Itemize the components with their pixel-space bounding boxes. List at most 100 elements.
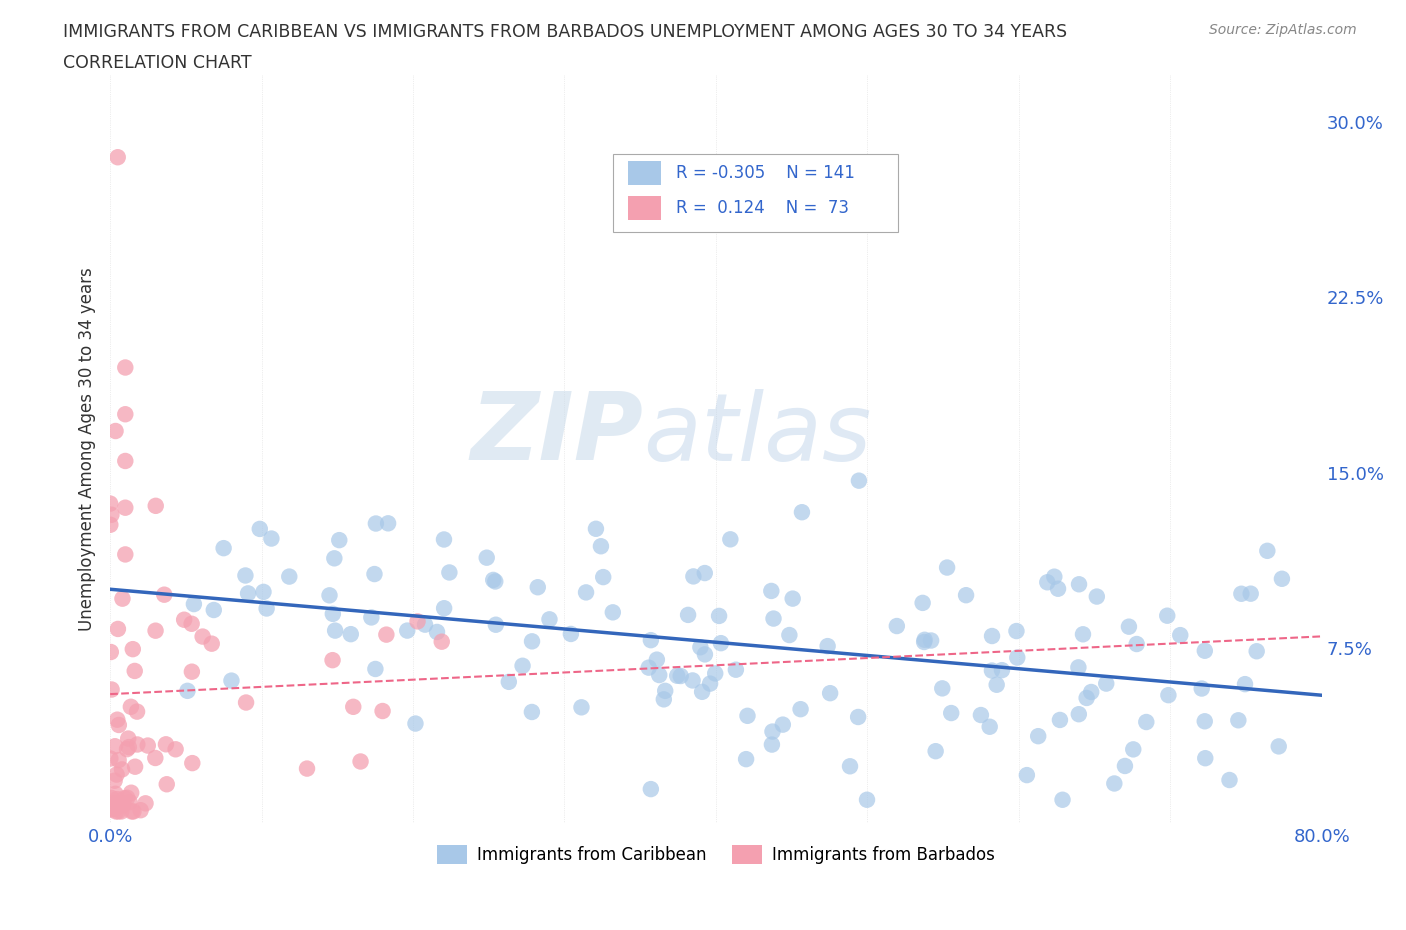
Point [339, 627, 361, 642]
Point [704, 666, 727, 681]
Point [520, 634, 543, 649]
Point [652, 692, 675, 707]
Point [955, 588, 977, 603]
Point [100, 508, 122, 523]
Point [592, 570, 614, 585]
Point [585, 522, 607, 537]
Point [637, 660, 659, 675]
Point [485, 618, 508, 632]
FancyBboxPatch shape [627, 162, 661, 185]
Point [1015, 767, 1038, 782]
Point [1007, 650, 1029, 665]
Point [1067, 660, 1090, 675]
Point [1156, 608, 1178, 623]
Point [818, 685, 841, 700]
Point [122, 804, 145, 819]
Point [648, 668, 671, 683]
Point [1076, 690, 1098, 705]
Point [124, 759, 146, 774]
Point [669, 669, 692, 684]
Point [1095, 676, 1118, 691]
Point [981, 629, 1004, 644]
Point [1036, 575, 1059, 590]
Point [1067, 707, 1090, 722]
Point [1227, 712, 1250, 727]
Point [124, 663, 146, 678]
Point [107, 752, 129, 767]
Point [108, 718, 131, 733]
Point [817, 639, 839, 654]
Point [693, 647, 716, 662]
Point [201, 636, 224, 651]
Point [371, 704, 394, 719]
Point [136, 738, 159, 753]
Point [941, 706, 963, 721]
Text: IMMIGRANTS FROM CARIBBEAN VS IMMIGRANTS FROM BARBADOS UNEMPLOYMENT AMONG AGES 30: IMMIGRANTS FROM CARIBBEAN VS IMMIGRANTS … [63, 23, 1067, 41]
Point [145, 498, 167, 513]
Point [260, 531, 283, 546]
Point [1240, 586, 1263, 601]
Point [107, 804, 129, 819]
Point [413, 618, 436, 632]
Point [914, 632, 936, 647]
Point [120, 785, 142, 800]
Text: atlas: atlas [644, 389, 872, 480]
Point [682, 673, 704, 688]
Point [202, 603, 225, 618]
Point [1230, 586, 1253, 601]
Point [104, 423, 127, 438]
Point [115, 790, 138, 805]
FancyBboxPatch shape [613, 154, 897, 232]
Point [118, 794, 141, 809]
Point [98, 517, 121, 532]
Point [789, 702, 811, 717]
Point [112, 798, 135, 813]
Point [689, 640, 711, 655]
Point [104, 802, 127, 817]
Point [100, 801, 122, 816]
Point [100, 682, 122, 697]
Point [104, 738, 127, 753]
Point [761, 737, 783, 752]
Point [526, 579, 548, 594]
Point [1246, 644, 1268, 658]
Point [426, 625, 449, 640]
Point [377, 516, 399, 531]
Point [107, 621, 129, 636]
Point [1194, 714, 1216, 729]
Y-axis label: Unemployment Among Ages 30 to 34 years: Unemployment Among Ages 30 to 34 years [79, 268, 96, 631]
Point [924, 744, 946, 759]
Text: ZIP: ZIP [471, 389, 644, 480]
Point [1256, 543, 1278, 558]
Point [105, 767, 128, 782]
Point [129, 803, 152, 817]
Point [1005, 624, 1028, 639]
Point [100, 644, 122, 659]
Point [512, 658, 534, 673]
Point [364, 516, 387, 531]
Point [1067, 577, 1090, 591]
Point [571, 700, 593, 715]
Point [886, 618, 908, 633]
Point [111, 762, 134, 777]
Point [349, 754, 371, 769]
Point [931, 681, 953, 696]
Point [404, 716, 426, 731]
Point [1194, 751, 1216, 765]
Point [640, 632, 662, 647]
Point [406, 614, 429, 629]
Point [115, 742, 138, 757]
Point [105, 804, 128, 819]
Point [1135, 714, 1157, 729]
Point [364, 661, 387, 676]
Point [1047, 581, 1070, 596]
Point [482, 573, 505, 588]
Point [114, 454, 136, 469]
Point [1052, 792, 1074, 807]
Point [911, 595, 934, 610]
Point [1194, 644, 1216, 658]
Point [682, 569, 704, 584]
Point [433, 601, 456, 616]
Point [322, 606, 344, 621]
Point [125, 704, 148, 719]
